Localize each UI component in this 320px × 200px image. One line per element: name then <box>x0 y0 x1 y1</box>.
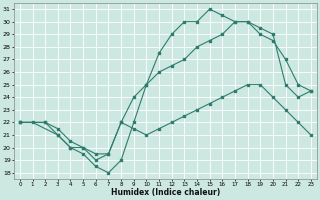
X-axis label: Humidex (Indice chaleur): Humidex (Indice chaleur) <box>111 188 220 197</box>
